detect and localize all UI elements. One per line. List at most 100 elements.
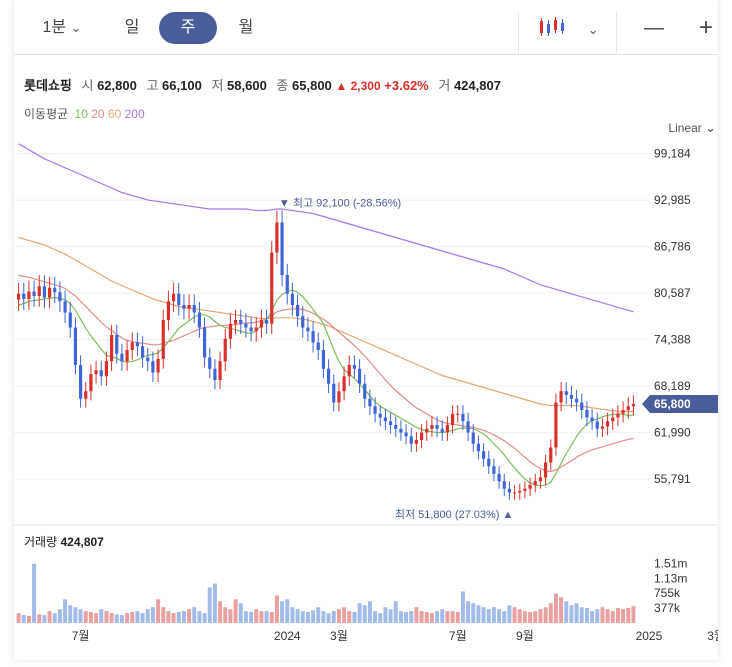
volume-bar: [104, 611, 109, 623]
volume-bar: [352, 611, 357, 623]
volume-bar: [300, 611, 305, 623]
zoom-in-button[interactable]: +: [698, 14, 713, 41]
tab-monthly[interactable]: 월: [238, 19, 254, 36]
volume-bar: [367, 601, 372, 623]
volume-bar: [187, 609, 192, 623]
ma60-line: [18, 236, 634, 413]
candle-body: [404, 432, 408, 437]
candle-body: [549, 447, 553, 463]
candle-body: [290, 293, 295, 305]
candle-body: [337, 391, 341, 403]
x-tick-label: 2024: [274, 629, 301, 643]
chevron-down-icon: ⌄: [587, 22, 599, 37]
volume-bar: [590, 611, 595, 623]
candle-body: [130, 342, 134, 350]
volume-bar: [321, 611, 326, 623]
volume-bar: [553, 593, 558, 623]
chart-panel: 1분 ⌄ 일 주 월 ⌄ — + 롯데쇼핑 시 62,800 고 66,100 …: [14, 0, 718, 660]
volume-bar: [466, 601, 471, 623]
candle-body: [94, 370, 98, 374]
volume-bar: [135, 611, 140, 623]
volume-bar: [52, 613, 57, 623]
candle-body: [218, 361, 222, 380]
volume-bar: [621, 609, 626, 623]
candle-body: [228, 323, 233, 339]
candle-body: [580, 402, 584, 410]
volume-bar: [233, 599, 238, 623]
volume-bar: [125, 613, 130, 623]
y-tick-label: 74,388: [654, 333, 691, 347]
tab-daily[interactable]: 일: [124, 19, 140, 36]
scale-mode-select[interactable]: Linear ⌄: [668, 120, 716, 136]
zoom-out-button[interactable]: —: [644, 17, 664, 39]
volume-bar: [238, 603, 243, 623]
candle-body: [213, 368, 217, 380]
volume-bar: [502, 611, 507, 623]
candle-body: [42, 286, 47, 298]
candle-body: [326, 368, 331, 384]
candle-body: [115, 335, 119, 354]
volume-bar: [347, 611, 352, 623]
candle-body: [569, 395, 574, 399]
x-tick-label: 7월: [449, 629, 467, 643]
moving-average-legend[interactable]: 이동평균 10 20 60 200: [24, 105, 145, 122]
interval-label: 1분: [42, 19, 67, 36]
candle-body: [492, 466, 496, 474]
price-chart[interactable]: 99,184 92,985 86,786 80,587 74,388 68,189 61,9…: [14, 0, 718, 660]
candle-body: [554, 402, 558, 448]
ma200-legend: 200: [124, 107, 145, 121]
candle-body: [316, 342, 320, 350]
current-price-tag: [642, 395, 718, 413]
candle-body: [32, 291, 36, 296]
volume-bar: [600, 607, 605, 623]
candle-body: [409, 436, 413, 444]
high-marker: ▼ 최고 92,100 (-28.56%): [279, 196, 401, 209]
volume-bar: [595, 609, 600, 623]
volume-bar: [429, 613, 434, 623]
volume-bar: [83, 611, 88, 623]
ma20-line: [18, 274, 634, 473]
volume-bar: [16, 613, 21, 623]
volume-bar: [528, 611, 533, 623]
volume-bar: [42, 615, 47, 623]
ma20-legend: 20: [91, 107, 105, 121]
volume-bar: [274, 595, 279, 623]
candle-body: [605, 421, 610, 427]
volume-bar: [223, 607, 228, 623]
volume-bar: [176, 611, 181, 623]
volume-bar: [491, 607, 496, 623]
candle-body: [378, 413, 382, 418]
candle-body: [507, 488, 512, 493]
chart-type-select[interactable]: ⌄: [534, 12, 604, 44]
y-tick-label: 55,791: [654, 472, 691, 486]
candle-body: [306, 327, 310, 332]
volume-bar: [610, 611, 615, 623]
tab-weekly[interactable]: 주: [159, 12, 217, 44]
volume-bar: [73, 607, 78, 623]
candle-body: [528, 485, 532, 489]
candle-body: [244, 323, 248, 328]
candle-body: [254, 327, 258, 332]
candle-body: [208, 357, 212, 369]
x-tick-label: 3월: [707, 629, 718, 643]
chevron-down-icon: ⌄: [70, 20, 82, 35]
volume-tick-label: 377k: [654, 601, 681, 615]
interval-select[interactable]: 1분 ⌄: [32, 12, 92, 44]
volume-bar: [522, 611, 527, 623]
candle-body: [285, 275, 289, 294]
close-label: 종: [276, 78, 289, 93]
candle-body: [399, 428, 403, 433]
volume-bar: [37, 614, 42, 623]
candle-body: [311, 331, 315, 343]
y-tick-label: 86,786: [654, 240, 691, 254]
candle-body: [16, 293, 21, 300]
candle-body: [611, 417, 615, 422]
volume-bar: [47, 611, 52, 623]
candle-body: [543, 462, 548, 478]
candle-body: [239, 320, 243, 324]
candle-body: [259, 320, 264, 328]
candle-body: [414, 440, 419, 444]
x-tick-label: 2025: [636, 629, 663, 643]
candle-body: [476, 443, 481, 452]
volume-bar: [63, 599, 68, 623]
